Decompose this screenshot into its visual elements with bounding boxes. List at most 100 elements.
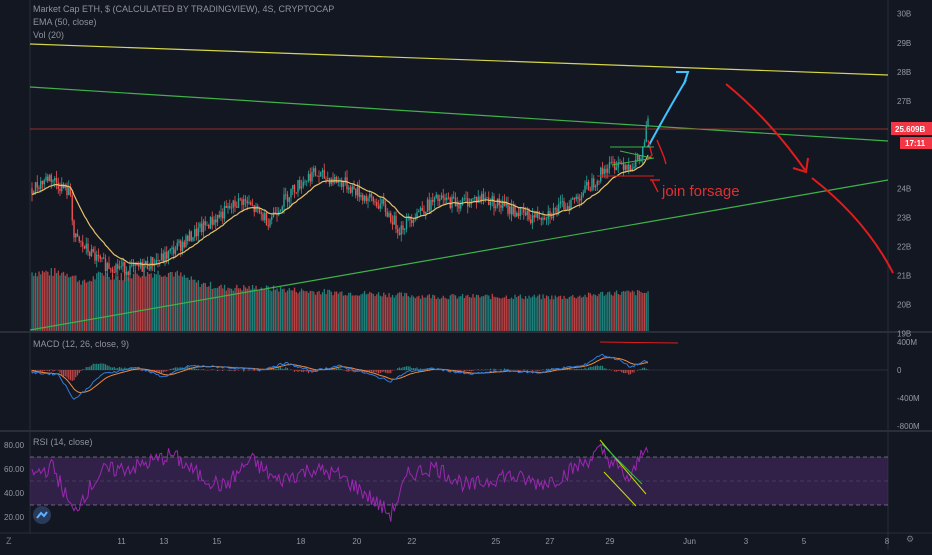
volume-bar	[138, 276, 139, 331]
macd-histogram-bar	[618, 370, 619, 371]
ema-indicator-label[interactable]: EMA (50, close)	[33, 17, 97, 27]
candle-body	[637, 155, 638, 159]
macd-histogram-bar	[527, 370, 528, 371]
volume-bar	[191, 276, 192, 331]
volume-bar	[306, 291, 307, 331]
volume-bar	[481, 296, 482, 331]
macd-histogram-bar	[229, 370, 230, 371]
volume-bar	[590, 293, 591, 331]
candle-body	[369, 194, 370, 198]
macd-indicator-label[interactable]: MACD (12, 26, close, 9)	[33, 339, 129, 349]
volume-bar	[257, 291, 258, 331]
volume-bar	[37, 276, 38, 331]
macd-histogram-bar	[616, 370, 617, 372]
candle-body	[401, 226, 402, 235]
volume-bar	[495, 297, 496, 331]
candle-body	[313, 168, 314, 172]
volume-bar	[462, 294, 463, 331]
volume-bar	[121, 273, 122, 331]
candle-body	[103, 258, 104, 259]
volume-bar	[611, 295, 612, 331]
volume-bar	[124, 274, 125, 331]
candle-body	[388, 213, 389, 217]
candle-body	[644, 142, 645, 147]
volume-bar	[367, 294, 368, 331]
macd-histogram-bar	[339, 368, 340, 370]
volume-bar	[574, 297, 575, 331]
macd-histogram-bar	[276, 369, 277, 370]
time-axis-label: 11	[117, 537, 126, 546]
macd-histogram-bar	[539, 370, 540, 371]
volume-bar	[394, 298, 395, 331]
candle-body	[460, 205, 461, 209]
volume-bar	[44, 272, 45, 331]
candle-body	[586, 182, 587, 185]
candle-body	[240, 198, 241, 199]
macd-histogram-bar	[170, 369, 171, 370]
macd-histogram-bar	[350, 370, 351, 371]
candle-body	[129, 266, 130, 275]
volume-bar	[625, 292, 626, 331]
z-letter-icon[interactable]: Z	[6, 536, 12, 546]
candle-body	[320, 172, 321, 176]
tradingview-logo-icon[interactable]	[33, 506, 51, 524]
price-axis-label: 28B	[897, 68, 911, 77]
candle-body	[607, 168, 608, 172]
candle-body	[397, 229, 398, 233]
macd-histogram-bar	[467, 370, 468, 371]
volume-bar	[455, 295, 456, 331]
volume-bar	[600, 292, 601, 331]
candle-body	[513, 207, 514, 215]
candle-body	[598, 181, 599, 182]
volume-bar	[497, 297, 498, 331]
candle-body	[525, 213, 526, 216]
candle-body	[80, 241, 81, 242]
volume-bar	[546, 295, 547, 331]
candle-body	[471, 199, 472, 204]
volume-bar	[637, 290, 638, 331]
candle-body	[192, 237, 193, 240]
volume-bar	[129, 278, 130, 331]
candle-body	[359, 187, 360, 197]
volume-bar	[343, 296, 344, 331]
rsi-indicator-label[interactable]: RSI (14, close)	[33, 437, 93, 447]
candle-body	[373, 197, 374, 202]
candle-body	[514, 207, 515, 217]
chart-symbol-title[interactable]: Market Cap ETH, $ (CALCULATED BY TRADING…	[33, 4, 334, 14]
candle-body	[544, 218, 545, 219]
volume-bar	[623, 291, 624, 331]
rsi-axis-label: 20.00	[4, 513, 25, 522]
macd-histogram-bar	[374, 370, 375, 372]
macd-histogram-bar	[287, 368, 288, 370]
candle-body	[567, 206, 568, 209]
volume-bar	[311, 291, 312, 331]
macd-histogram-bar	[345, 370, 346, 371]
time-axis-label: 25	[491, 537, 500, 546]
volume-bar	[292, 290, 293, 331]
macd-histogram-bar	[66, 370, 67, 378]
macd-histogram-bar	[633, 370, 634, 373]
candle-body	[381, 199, 382, 203]
volume-indicator-label[interactable]: Vol (20)	[33, 30, 64, 40]
macd-histogram-bar	[595, 366, 596, 370]
candle-body	[630, 165, 631, 171]
volume-bar	[164, 276, 165, 331]
candle-body	[128, 272, 129, 275]
volume-bar	[143, 271, 144, 331]
gear-icon[interactable]: ⚙	[906, 534, 914, 545]
candle-body	[404, 229, 405, 230]
volume-bar	[54, 268, 55, 331]
volume-bar	[96, 273, 97, 331]
macd-histogram-bar	[500, 369, 501, 370]
macd-histogram-bar	[93, 364, 94, 370]
macd-histogram-bar	[196, 369, 197, 370]
candle-body	[185, 236, 186, 248]
macd-histogram-bar	[406, 366, 407, 370]
volume-bar	[42, 271, 43, 331]
volume-bar	[376, 294, 377, 331]
volume-bar	[166, 277, 167, 331]
volume-bar	[241, 290, 242, 331]
candle-body	[570, 200, 571, 210]
